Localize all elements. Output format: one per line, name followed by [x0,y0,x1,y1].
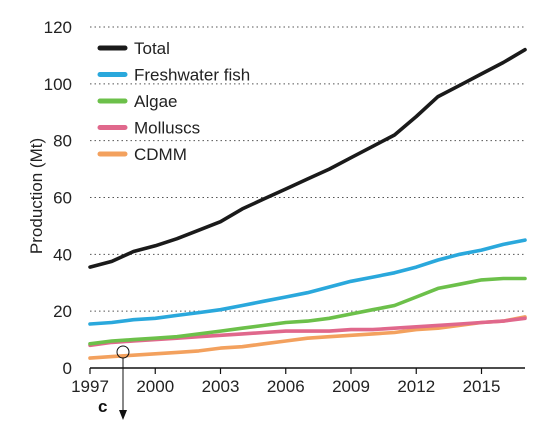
y-tick-labels: 0 20 40 60 80 100 120 [44,18,72,378]
y-tick-label: 80 [53,132,72,151]
series-line-freshwater-fish [88,238,527,326]
legend-label: Molluscs [134,119,200,138]
legend-label: Freshwater fish [134,66,250,85]
x-tick-label: 2003 [202,377,240,396]
legend: Total Freshwater fish Algae Molluscs CDMM [97,39,250,164]
x-tick-label: 2000 [136,377,174,396]
legend-label: Algae [134,92,177,111]
x-tick-labels: 1997 2000 2003 2006 2009 2012 2015 [71,368,500,396]
x-tick-label: 2009 [332,377,370,396]
y-tick-label: 20 [53,302,72,321]
y-tick-label: 120 [44,18,72,37]
legend-label: Total [134,39,170,58]
y-tick-label: 0 [63,359,72,378]
y-axis-label: Production (Mt) [27,138,46,254]
x-tick-label: 1997 [71,377,109,396]
legend-label: CDMM [134,145,187,164]
series-lines [88,47,527,360]
y-tick-label: 100 [44,75,72,94]
y-tick-label: 40 [53,245,72,264]
panel-label: c [98,397,107,416]
grid-lines [90,26,525,312]
x-tick-label: 2015 [463,377,501,396]
point-marker [116,345,130,420]
y-tick-label: 60 [53,189,72,208]
x-tick-label: 2006 [267,377,305,396]
series-line-algae [88,276,527,346]
x-tick-label: 2012 [397,377,435,396]
series-line-cdmm [88,315,527,360]
series-line-total [88,47,527,269]
